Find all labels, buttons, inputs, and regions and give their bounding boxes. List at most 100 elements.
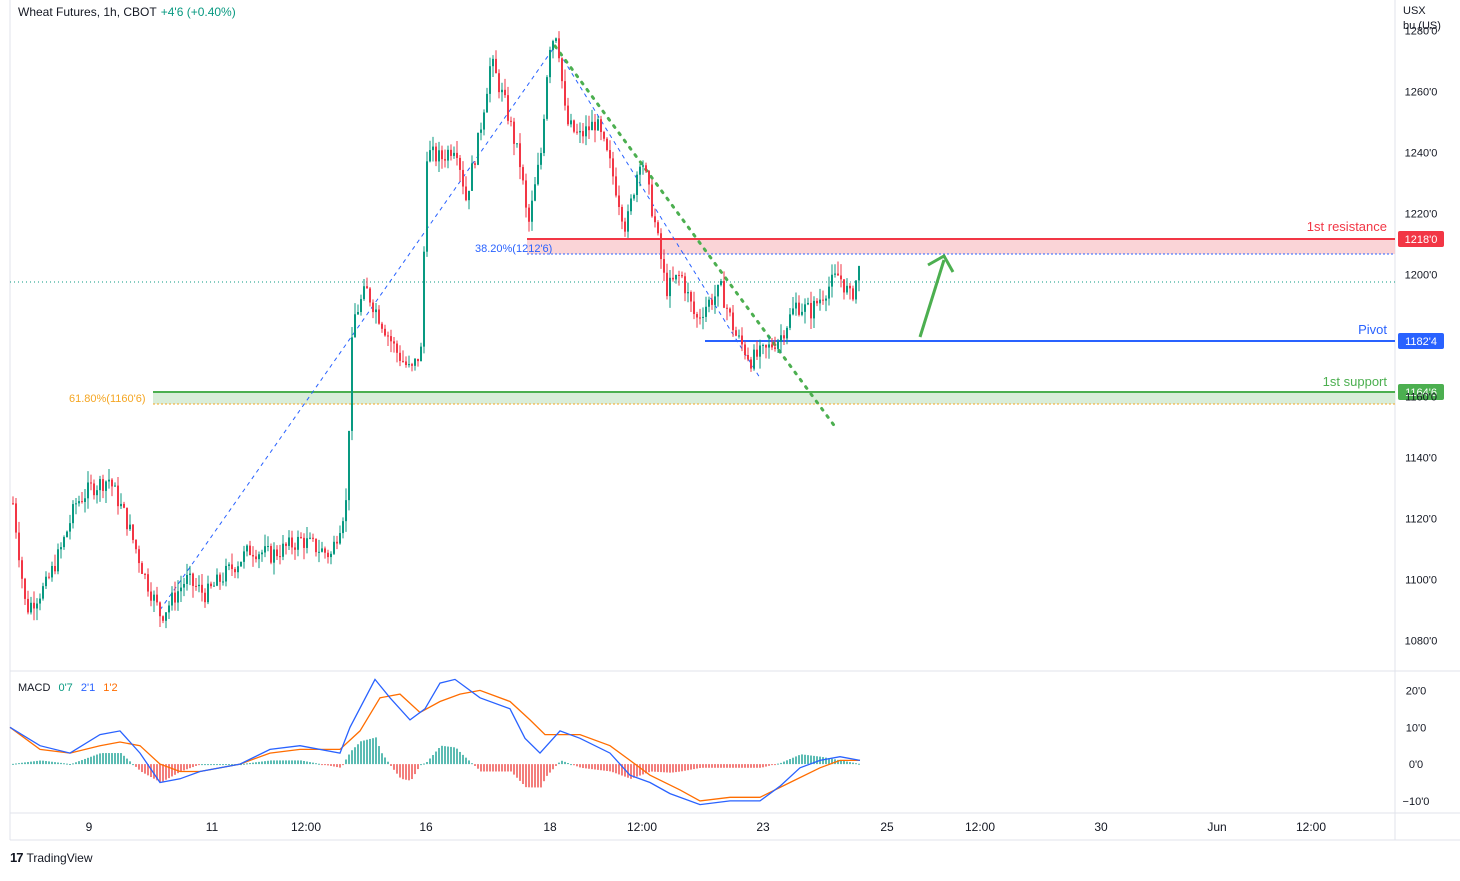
- macd-histogram-bar: [372, 738, 374, 765]
- macd-histogram-bar: [69, 763, 71, 765]
- price-tick-label: 1100'0: [1405, 575, 1437, 587]
- macd-histogram-bar: [546, 764, 548, 776]
- candle-body: [525, 180, 527, 208]
- macd-histogram-bar: [411, 764, 413, 780]
- macd-histogram-bar: [492, 764, 494, 772]
- time-tick-label: 12:00: [965, 820, 995, 834]
- candle-body: [282, 543, 284, 557]
- candle-body: [165, 612, 167, 621]
- macd-histogram-bar: [732, 764, 734, 768]
- macd-histogram-bar: [795, 756, 797, 765]
- support-price-tag: [1398, 384, 1444, 400]
- candle-body: [516, 143, 518, 145]
- macd-histogram-bar: [555, 764, 557, 766]
- macd-histogram-bar: [12, 763, 14, 765]
- price-tick-label: 1220'0: [1405, 209, 1438, 221]
- candle-body: [99, 479, 101, 491]
- candle-body: [102, 479, 104, 491]
- tradingview-logo[interactable]: 17 TradingView: [10, 850, 93, 865]
- price-change: +4'6 (+0.40%): [160, 5, 236, 19]
- candle-body: [63, 537, 65, 548]
- macd-histogram-bar: [612, 764, 614, 773]
- time-tick-label: 25: [880, 820, 894, 834]
- candle-body: [297, 536, 299, 550]
- resistance-zone: [527, 239, 1395, 254]
- candle-body: [537, 164, 539, 185]
- candle-body: [147, 574, 149, 592]
- macd-histogram-bar: [435, 751, 437, 765]
- candle-body: [249, 545, 251, 556]
- macd-histogram-bar: [60, 762, 62, 765]
- candle-body: [735, 330, 737, 336]
- candle-body: [441, 150, 443, 160]
- candle-body: [108, 479, 110, 482]
- macd-histogram-bar: [486, 764, 488, 772]
- macd-histogram-bar: [186, 764, 188, 770]
- macd-histogram-bar: [528, 764, 530, 788]
- candle-body: [312, 537, 314, 539]
- macd-histogram-bar: [396, 764, 398, 774]
- macd-histogram-bar: [126, 758, 128, 765]
- candle-body: [627, 211, 629, 232]
- candle-body: [513, 121, 515, 144]
- candle-body: [57, 549, 59, 572]
- candle-body: [852, 288, 854, 300]
- macd-histogram-bar: [45, 761, 47, 765]
- candle-body: [618, 195, 620, 207]
- macd-histogram-bar: [252, 762, 254, 765]
- macd-legend-macd: 2'1: [80, 682, 96, 694]
- candle-body: [672, 277, 674, 280]
- candle-body: [732, 312, 734, 331]
- candle-body: [543, 118, 545, 154]
- candle-body: [777, 341, 779, 349]
- candle-body: [546, 77, 548, 119]
- candle-body: [225, 565, 227, 582]
- macd-histogram-bar: [183, 764, 185, 771]
- candle-body: [831, 274, 833, 287]
- resistance-label: 1st resistance: [1307, 219, 1387, 234]
- macd-histogram-bar: [207, 764, 209, 766]
- macd-histogram-bar: [258, 761, 260, 765]
- macd-histogram-bar: [849, 762, 851, 765]
- macd-histogram-bar: [552, 764, 554, 770]
- macd-histogram-bar: [210, 764, 212, 766]
- candle-body: [816, 300, 818, 304]
- macd-histogram-bar: [21, 762, 23, 765]
- macd-histogram-bar: [189, 764, 191, 769]
- macd-histogram-bar: [162, 764, 164, 782]
- macd-histogram-bar: [399, 764, 401, 778]
- candle-body: [510, 120, 512, 122]
- candle-body: [567, 105, 569, 125]
- macd-histogram-bar: [516, 764, 518, 778]
- candle-body: [141, 563, 143, 574]
- macd-histogram-bar: [306, 761, 308, 765]
- macd-tick-label: 20'0: [1406, 685, 1426, 697]
- macd-histogram-bar: [180, 764, 182, 772]
- candle-body: [621, 206, 623, 222]
- candle-body: [237, 566, 239, 573]
- macd-legend[interactable]: MACD 0'7 2'1 1'2: [18, 682, 123, 694]
- time-tick-label: 11: [206, 820, 219, 834]
- candle-body: [501, 89, 503, 93]
- macd-histogram-bar: [375, 737, 377, 765]
- symbol-header[interactable]: Wheat Futures, 1h, CBOT +4'6 (+0.40%): [18, 5, 236, 19]
- macd-histogram-bar: [141, 764, 143, 773]
- candle-body: [336, 541, 338, 544]
- candle-body: [195, 585, 197, 587]
- support-label: 1st support: [1323, 374, 1388, 389]
- candle-body: [381, 323, 383, 329]
- pivot-price-tag: [1398, 333, 1444, 349]
- macd-histogram-bar: [201, 764, 203, 766]
- candle-body: [687, 292, 689, 294]
- macd-histogram-bar: [726, 764, 728, 768]
- candle-body: [747, 354, 749, 360]
- candle-body: [456, 152, 458, 158]
- macd-histogram-bar: [495, 764, 497, 772]
- macd-histogram-bar: [147, 764, 149, 776]
- macd-histogram-bar: [429, 758, 431, 765]
- candle-body: [714, 296, 716, 305]
- macd-histogram-bar: [708, 764, 710, 768]
- macd-histogram-bar: [645, 764, 647, 774]
